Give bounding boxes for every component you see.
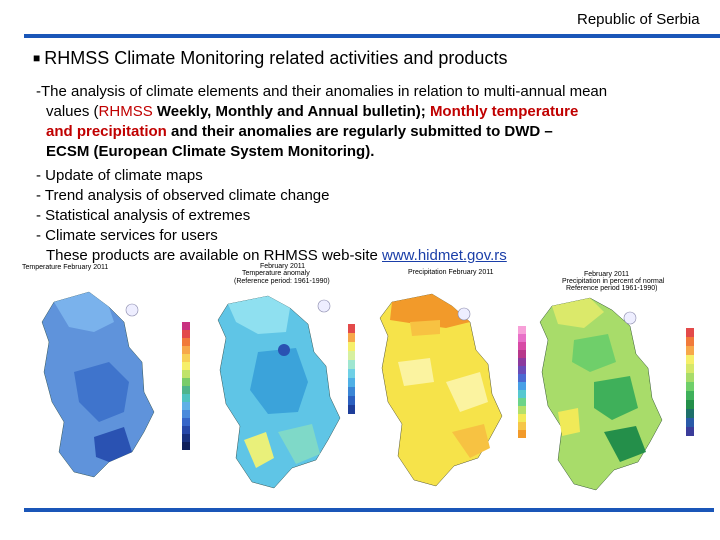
para-line-2: values (RHMSS Weekly, Monthly and Annual… (36, 102, 676, 122)
para-part-red-bold: and precipitation (46, 123, 167, 140)
top-divider (24, 34, 720, 38)
para-part-bold: Weekly, Monthly and Annual bulletin); (152, 103, 430, 120)
logo-icon (623, 311, 637, 325)
para-line-4: ECSM (European Climate System Monitoring… (46, 143, 375, 160)
temperature-map: Temperature February 2011 (14, 262, 204, 502)
para-part-red-bold: Monthly temperature (429, 103, 579, 120)
heading-text: RHMSS Climate Monitoring related activit… (44, 48, 508, 68)
temperature-anomaly-map: February 2011 Temperature anomaly (Refer… (208, 262, 358, 502)
bottom-divider (24, 508, 714, 512)
country-title: Republic of Serbia (577, 11, 700, 28)
slide-heading: ■ RHMSS Climate Monitoring related activi… (33, 48, 507, 69)
para-part-red: RHMSS (98, 103, 153, 120)
website-link[interactable]: www.hidmet.gov.rs (382, 247, 507, 264)
para-line-1: -The analysis of climate elements and th… (36, 83, 608, 100)
map-subtitle: Temperature anomaly (242, 270, 310, 277)
map-title: February 2011 (260, 263, 305, 270)
para-line-3: and precipitation and their anomalies ar… (36, 122, 676, 142)
list-item: - Climate services for users (36, 227, 218, 244)
precipitation-map: Precipitation February 2011 (360, 262, 530, 502)
map-note: Reference period 1961-1990) (566, 285, 657, 292)
list-item: - Statistical analysis of extremes (36, 207, 251, 224)
precipitation-percent-map: February 2011 Precipitation in percent o… (534, 262, 718, 502)
activity-list: - Update of climate maps - Trend analysi… (36, 166, 507, 266)
anomaly-legend (348, 324, 355, 414)
climate-maps: Temperature February 2011 (0, 262, 720, 502)
map-title: Temperature February 2011 (22, 264, 108, 271)
square-bullet-icon: ■ (33, 51, 41, 65)
map-subtitle: Precipitation in percent of normal (562, 278, 665, 285)
temperature-legend (182, 322, 190, 450)
intro-paragraph: -The analysis of climate elements and th… (36, 82, 676, 162)
logo-icon (317, 299, 331, 313)
list-item: - Update of climate maps (36, 167, 203, 184)
map-title: Precipitation February 2011 (408, 269, 494, 276)
para-part-bold: and their anomalies are regularly submit… (166, 123, 553, 140)
cold-spot (278, 344, 290, 356)
map-note: (Reference period: 1961-1990) (234, 278, 330, 285)
list-item: - Trend analysis of observed climate cha… (36, 187, 330, 204)
percent-legend (686, 328, 694, 436)
logo-icon (125, 303, 139, 317)
availability-text: These products are available on RHMSS we… (46, 247, 382, 264)
precipitation-legend (518, 326, 526, 438)
para-part: values ( (46, 103, 99, 120)
availability-line: These products are available on RHMSS we… (36, 246, 507, 266)
logo-icon (457, 307, 471, 321)
map-title: February 2011 (584, 271, 629, 278)
